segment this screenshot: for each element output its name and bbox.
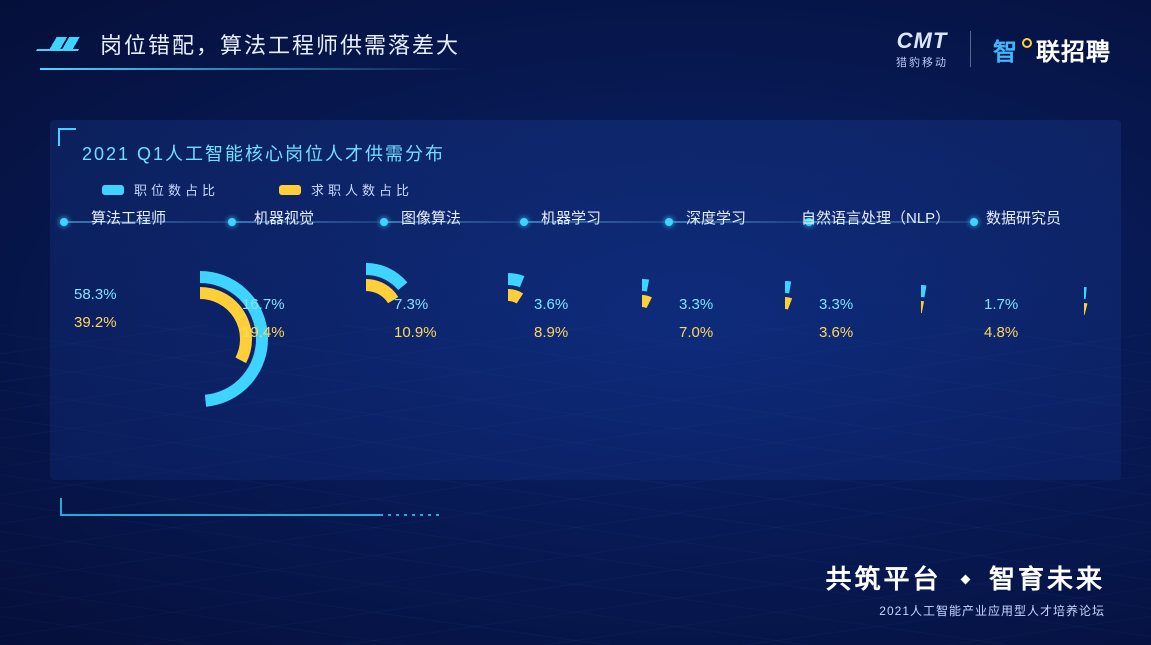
logo-cheetah: CMT 猎豹移动	[896, 28, 948, 70]
axis-dot	[665, 218, 673, 226]
value-labels: 1.7% 4.8%	[984, 291, 1018, 347]
value-labels: 58.3% 39.2%	[74, 281, 117, 337]
chart-cell: 7.3% 10.9%	[394, 243, 544, 443]
category-label: 机器视觉	[254, 207, 314, 228]
positions-value: 7.3%	[394, 291, 437, 319]
category-label: 自然语言处理（NLP）	[801, 207, 950, 228]
logo-divider	[970, 31, 971, 67]
logo-zhaopin: 智联招聘	[993, 32, 1111, 67]
diamond-dot-icon	[960, 575, 970, 585]
arc-chart	[741, 273, 829, 361]
value-labels: 3.6% 8.9%	[534, 291, 568, 347]
seekers-value: 10.9%	[394, 319, 437, 347]
chart-cell: 3.3% 7.0%	[679, 243, 829, 443]
header: 岗位错配，算法工程师供需落差大 CMT 猎豹移动 智联招聘	[0, 22, 1151, 82]
positions-value: 1.7%	[984, 291, 1018, 319]
arc-chart	[1046, 279, 1122, 355]
logo-cheetah-sub: 猎豹移动	[896, 54, 948, 70]
seekers-value: 39.2%	[74, 309, 117, 337]
chart-cell: 3.3% 3.6%	[819, 243, 969, 443]
axis-dot	[228, 218, 236, 226]
slogan-part-b: 智育未来	[989, 564, 1105, 594]
decorative-bracket-icon	[60, 498, 380, 516]
title-underline	[40, 68, 470, 70]
chart-cell: 16.7% 19.4%	[242, 243, 392, 443]
seekers-value: 7.0%	[679, 319, 713, 347]
category-label: 机器学习	[541, 207, 601, 228]
arc-chart	[881, 277, 961, 357]
positions-value: 58.3%	[74, 281, 117, 309]
corner-bracket-icon	[58, 128, 76, 146]
logo-zhaopin-rest: 联招聘	[1036, 32, 1111, 67]
chart-cell: 3.6% 8.9%	[534, 243, 684, 443]
value-labels: 3.3% 3.6%	[819, 291, 853, 347]
arc-chart	[596, 271, 688, 363]
slogan: 共筑平台 智育未来	[826, 559, 1106, 596]
legend-swatch-seekers	[279, 185, 301, 195]
seekers-value: 8.9%	[534, 319, 568, 347]
positions-value: 3.3%	[679, 291, 713, 319]
category-label: 数据研究员	[986, 207, 1061, 228]
arcs-row: 58.3% 39.2% 16.7% 19.4% 7.3% 10.9% 3.6% …	[74, 243, 1097, 443]
legend-item-seekers: 求职人数占比	[279, 180, 413, 199]
axis-dot	[970, 218, 978, 226]
chart-cell: 58.3% 39.2%	[74, 243, 224, 443]
seekers-value: 19.4%	[242, 319, 285, 347]
legend-item-positions: 职位数占比	[102, 180, 219, 199]
title-chevron-icon	[36, 37, 86, 51]
positions-value: 16.7%	[242, 291, 285, 319]
seekers-value: 4.8%	[984, 319, 1018, 347]
legend: 职位数占比 求职人数占比	[102, 180, 1097, 199]
seekers-value: 3.6%	[819, 319, 853, 347]
category-label: 图像算法	[401, 207, 461, 228]
axis-dot	[60, 218, 68, 226]
positions-value: 3.3%	[819, 291, 853, 319]
legend-label-seekers: 求职人数占比	[311, 180, 413, 199]
value-labels: 16.7% 19.4%	[242, 291, 285, 347]
category-axis: 算法工程师机器视觉图像算法机器学习深度学习自然语言处理（NLP）数据研究员	[64, 211, 1107, 233]
logo-zhaopin-prefix: 智	[993, 32, 1018, 67]
legend-label-positions: 职位数占比	[134, 180, 219, 199]
positions-value: 3.6%	[534, 291, 568, 319]
logo-cheetah-mark: CMT	[896, 28, 948, 54]
chart-panel: 2021 Q1人工智能核心岗位人才供需分布 职位数占比 求职人数占比 算法工程师…	[50, 120, 1121, 480]
axis-dot	[380, 218, 388, 226]
value-labels: 3.3% 7.0%	[679, 291, 713, 347]
axis-dot	[520, 218, 528, 226]
legend-swatch-positions	[102, 185, 124, 195]
ring-icon	[1022, 38, 1032, 48]
category-label: 算法工程师	[91, 207, 166, 228]
chart-cell: 1.7% 4.8%	[984, 243, 1134, 443]
footer: 共筑平台 智育未来 2021人工智能产业应用型人才培养论坛	[826, 559, 1106, 619]
forum-name: 2021人工智能产业应用型人才培养论坛	[826, 602, 1106, 619]
value-labels: 7.3% 10.9%	[394, 291, 437, 347]
category-label: 深度学习	[686, 207, 746, 228]
page-title: 岗位错配，算法工程师供需落差大	[100, 28, 460, 60]
slogan-part-a: 共筑平台	[826, 564, 942, 594]
chart-title: 2021 Q1人工智能核心岗位人才供需分布	[82, 140, 1097, 166]
logos: CMT 猎豹移动 智联招聘	[896, 28, 1111, 70]
